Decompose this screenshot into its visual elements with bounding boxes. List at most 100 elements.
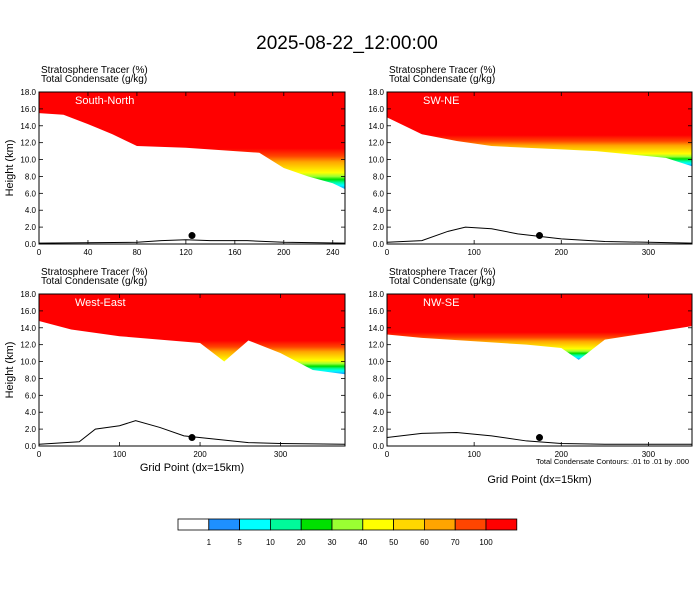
panel-header-tracer: Stratosphere Tracer (%)	[389, 65, 496, 76]
y-tick-label: 16.0	[20, 307, 36, 316]
colorbar-swatch	[177, 518, 210, 531]
x-tick-label: 300	[642, 248, 656, 257]
x-tick-label: 200	[555, 450, 569, 459]
colorbar-swatch	[331, 518, 364, 531]
x-tick-label: 200	[193, 450, 207, 459]
panel-label: NW-SE	[423, 297, 459, 309]
y-tick-label: 2.0	[25, 223, 37, 232]
plot-frame	[386, 91, 693, 245]
terrain-line	[39, 420, 345, 445]
y-tick-label: 8.0	[25, 172, 37, 181]
y-axis-label: Height (km)	[4, 140, 16, 197]
plot-area	[387, 92, 692, 244]
x-tick-label: 0	[37, 450, 42, 459]
x-tick-label: 0	[37, 248, 42, 257]
y-tick-label: 14.0	[368, 324, 384, 333]
panel-header-tracer: Stratosphere Tracer (%)	[41, 65, 148, 76]
site-marker	[536, 232, 543, 240]
y-tick-label: 10.0	[20, 156, 36, 165]
site-marker	[188, 434, 196, 442]
y-tick-label: 4.0	[25, 408, 37, 417]
x-tick-label: 200	[277, 248, 291, 257]
colorbar-swatch	[454, 518, 487, 531]
colorbar-label: 100	[479, 538, 493, 547]
x-tick-label: 80	[132, 248, 141, 257]
terrain-line	[387, 226, 692, 244]
y-tick-label: 10.0	[368, 358, 384, 367]
terrain-line	[39, 239, 345, 244]
colorbar-swatch	[269, 518, 302, 531]
y-tick-label: 12.0	[20, 139, 36, 148]
y-tick-label: 4.0	[373, 206, 385, 215]
colorbar-label: 10	[266, 538, 275, 547]
colorbar-swatch	[423, 518, 456, 531]
x-tick-label: 100	[467, 450, 481, 459]
y-tick-label: 18.0	[20, 290, 36, 299]
site-marker	[188, 232, 196, 240]
colorbar-label: 50	[389, 538, 398, 547]
plot-frame	[38, 293, 346, 447]
terrain-line	[387, 431, 692, 445]
panel-west-east: Stratosphere Tracer (%)Total Condensate …	[4, 267, 346, 474]
x-tick-label: 120	[179, 248, 193, 257]
y-tick-label: 8.0	[25, 374, 37, 383]
plot-area	[387, 294, 692, 446]
y-tick-label: 2.0	[373, 223, 385, 232]
x-tick-label: 200	[555, 248, 569, 257]
figure-title: 2025-08-22_12:00:00	[256, 33, 438, 54]
stratosphere-tracer-field	[39, 92, 345, 190]
x-tick-label: 0	[385, 248, 390, 257]
panel-sw-ne: Stratosphere Tracer (%)Total Condensate …	[368, 65, 693, 257]
y-tick-label: 2.0	[25, 425, 37, 434]
y-tick-label: 6.0	[25, 391, 37, 400]
colorbar-label: 60	[420, 538, 429, 547]
y-axis-label: Height (km)	[4, 342, 16, 399]
y-tick-label: 8.0	[373, 172, 385, 181]
colorbar-swatch	[300, 518, 333, 531]
x-tick-label: 100	[467, 248, 481, 257]
y-tick-label: 6.0	[25, 189, 37, 198]
y-tick-label: 18.0	[368, 88, 384, 97]
x-tick-label: 160	[228, 248, 242, 257]
panel-header-tracer: Stratosphere Tracer (%)	[41, 267, 148, 278]
colorbar-label: 30	[328, 538, 337, 547]
panel-south-north: Stratosphere Tracer (%)Total Condensate …	[4, 65, 346, 257]
plot-area	[39, 294, 345, 446]
panel-label: South-North	[75, 95, 134, 107]
panel-nw-se: Stratosphere Tracer (%)Total Condensate …	[368, 267, 693, 486]
x-tick-label: 240	[326, 248, 340, 257]
panel-header-tracer: Stratosphere Tracer (%)	[389, 267, 496, 278]
y-tick-label: 0.0	[373, 240, 385, 249]
stratosphere-tracer-field	[387, 294, 692, 360]
y-tick-label: 14.0	[368, 122, 384, 131]
x-tick-label: 0	[385, 450, 390, 459]
colorbar-swatch	[362, 518, 394, 531]
colorbar-label: 5	[237, 538, 242, 547]
panels: Stratosphere Tracer (%)Total Condensate …	[4, 65, 693, 486]
y-tick-label: 12.0	[368, 139, 384, 148]
stratosphere-tracer-field	[39, 294, 345, 375]
x-tick-label: 100	[113, 450, 127, 459]
x-tick-label: 40	[84, 248, 93, 257]
panel-label: West-East	[75, 297, 126, 309]
panel-header-condensate: Total Condensate (g/kg)	[41, 74, 147, 85]
y-tick-label: 10.0	[20, 358, 36, 367]
plot-frame	[386, 293, 693, 447]
y-tick-label: 16.0	[20, 105, 36, 114]
panel-header-condensate: Total Condensate (g/kg)	[389, 276, 495, 287]
x-axis-label: Grid Point (dx=15km)	[140, 462, 244, 474]
y-tick-label: 10.0	[368, 156, 384, 165]
y-tick-label: 2.0	[373, 425, 385, 434]
colorbar-label: 20	[297, 538, 306, 547]
colorbar-label: 1	[207, 538, 212, 547]
y-tick-label: 14.0	[20, 324, 36, 333]
colorbar-label: 40	[358, 538, 367, 547]
y-tick-label: 6.0	[373, 391, 385, 400]
y-tick-label: 6.0	[373, 189, 385, 198]
plot-frame	[38, 91, 346, 245]
panel-header-condensate: Total Condensate (g/kg)	[41, 276, 147, 287]
contour-note: Total Condensate Contours: .01 to .01 by…	[536, 457, 689, 466]
colorbar-swatch	[208, 518, 241, 531]
colorbar-swatch	[239, 518, 271, 531]
x-tick-label: 300	[642, 450, 656, 459]
